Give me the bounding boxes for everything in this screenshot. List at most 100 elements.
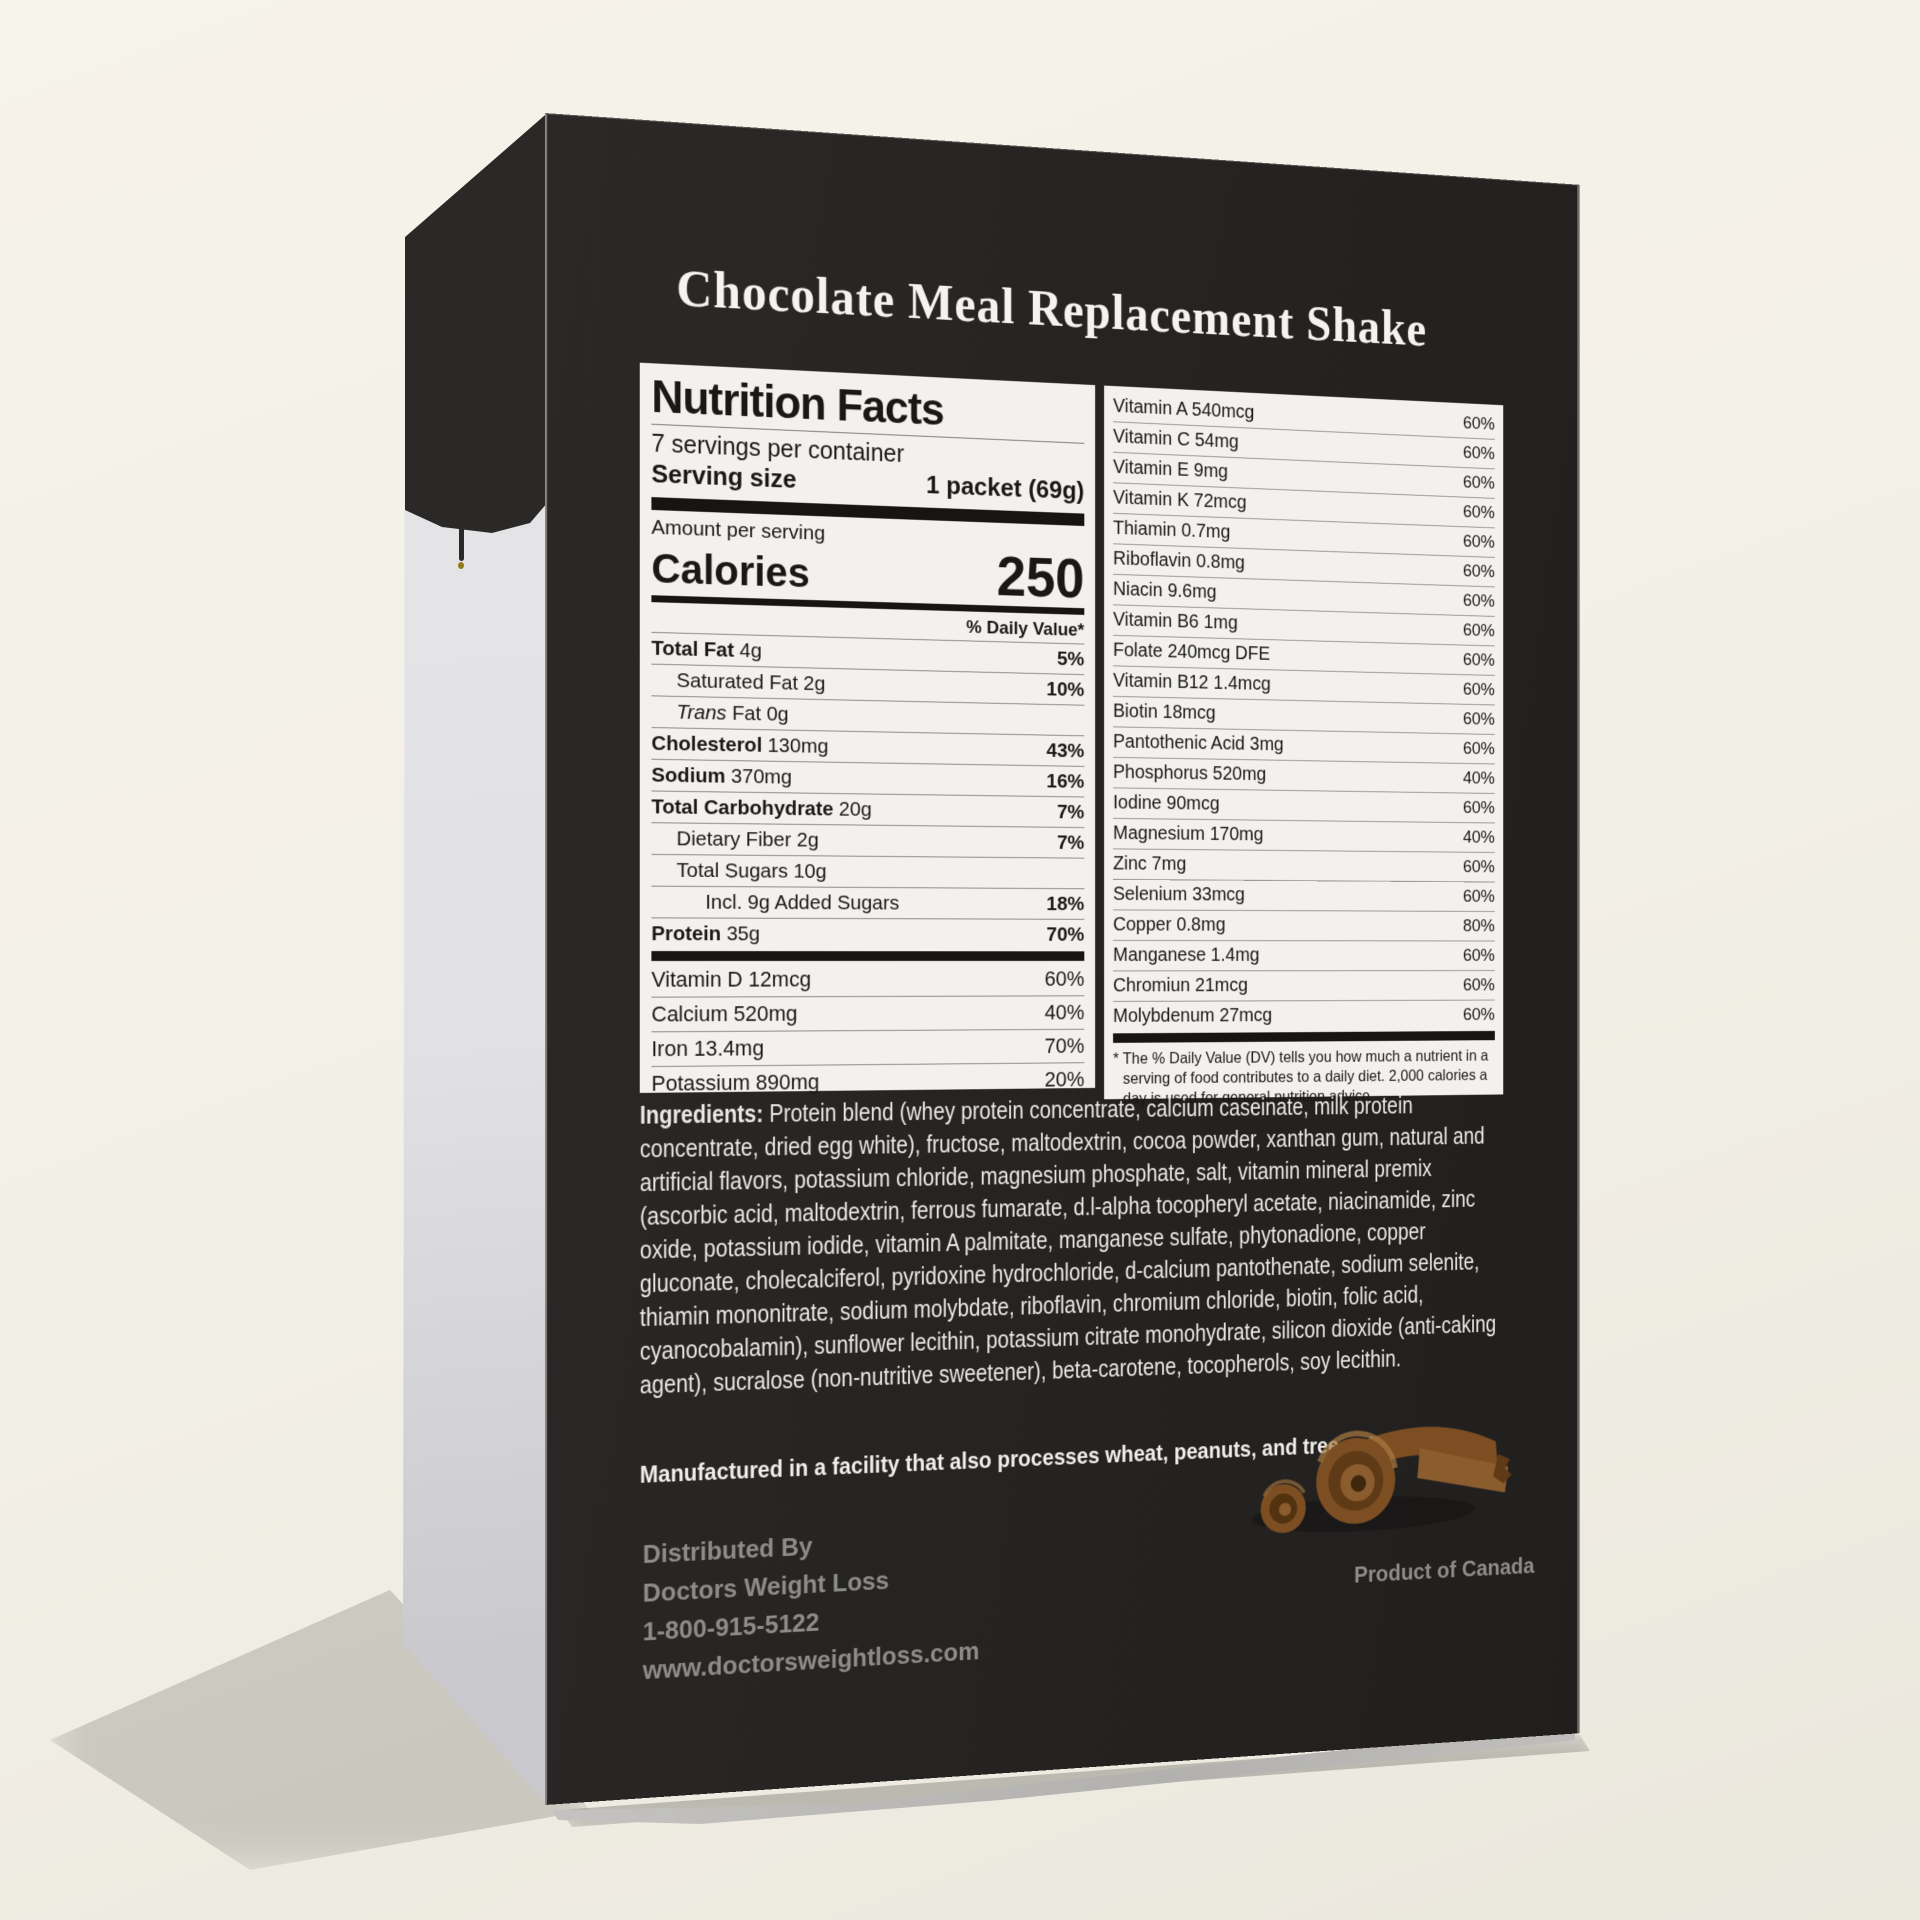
nutrient-row: Iron 13.4mg 70% <box>651 1028 1085 1067</box>
nutrient-name: Selenium 33mcg <box>1113 883 1245 906</box>
nutrient-name: Saturated Fat 2g <box>676 668 826 695</box>
nutrient-row: Total Carbohydrate 20g 7% <box>651 790 1085 828</box>
chocolate-curls-image <box>1251 1388 1512 1537</box>
nutrient-name: Chromiun 21mcg <box>1113 975 1248 997</box>
print-drip-dot <box>458 562 464 569</box>
nutrient-daily-value: 40% <box>1462 827 1495 847</box>
nutrient-daily-value: 60% <box>1462 975 1495 995</box>
nutrient-daily-value: 7% <box>1056 800 1085 823</box>
box-side-dark-wrap <box>405 115 548 533</box>
nutrient-daily-value: 40% <box>1462 768 1495 788</box>
nutrient-daily-value: 60% <box>1462 560 1495 582</box>
nutrient-daily-value: 60% <box>1462 1004 1495 1025</box>
nutrient-daily-value: 60% <box>1462 412 1495 434</box>
nutrient-daily-value: 60% <box>1462 649 1495 670</box>
nutrient-daily-value: 60% <box>1462 738 1495 759</box>
nutrient-daily-value: 7% <box>1056 831 1085 854</box>
product-origin: Product of Canada <box>1354 1553 1535 1589</box>
nutrient-name: Cholesterol 130mg <box>651 731 829 758</box>
nutrient-name: Vitamin E 9mg <box>1113 456 1229 483</box>
nutrient-row: Vitamin D 12mcg 60% <box>651 963 1084 997</box>
nutrient-daily-value: 60% <box>1044 966 1085 991</box>
thick-divider <box>1113 1030 1495 1043</box>
nutrient-name: Vitamin A 540mcg <box>1113 395 1255 424</box>
nutrient-row: Calcium 520mg 40% <box>651 995 1085 1032</box>
nutrient-name: Calcium 520mg <box>651 1001 798 1027</box>
nutrient-row: Molybdenum 27mcg 60% <box>1113 1000 1495 1031</box>
nutrient-row: Total Sugars 10g <box>651 853 1085 889</box>
print-drip <box>459 525 464 561</box>
nutrient-name: Iodine 90mcg <box>1113 792 1220 815</box>
nutrient-name: Vitamin K 72mcg <box>1113 487 1247 514</box>
nutrient-name: Protein 35g <box>651 921 760 945</box>
nutrient-row: Iodine 90mcg 60% <box>1113 788 1495 824</box>
nutrient-name: Sodium 370mg <box>651 763 793 789</box>
distributor-block: Distributed By Doctors Weight Loss 1-800… <box>643 1519 980 1690</box>
nutrient-name: Riboflavin 0.8mg <box>1113 548 1245 574</box>
calories-value: 250 <box>996 544 1085 611</box>
serving-size-label: Serving size <box>651 458 797 494</box>
serving-size-value: 1 packet (69g) <box>926 469 1085 506</box>
nutrient-name: Total Fat 4g <box>651 636 762 662</box>
nutrient-daily-value: 43% <box>1046 738 1085 762</box>
nutrient-row: Copper 0.8mg 80% <box>1113 910 1495 942</box>
nutrient-name: Total Carbohydrate 20g <box>651 794 872 821</box>
nutrient-row: Chromiun 21mcg 60% <box>1113 970 1495 1002</box>
nutrition-facts-panel-left: Nutrition Facts 7 servings per container… <box>639 362 1096 1101</box>
nutrient-row: Magnesium 170mg 40% <box>1113 818 1495 853</box>
nutrient-daily-value: 60% <box>1462 531 1495 552</box>
nutrient-name: Dietary Fiber 2g <box>676 826 819 851</box>
nutrient-daily-value: 60% <box>1462 590 1495 611</box>
nutrient-row: Selenium 33mcg 60% <box>1113 879 1495 912</box>
nutrient-name: Vitamin C 54mg <box>1113 426 1239 453</box>
nutrient-name: Total Sugars 10g <box>676 858 827 883</box>
nutrient-daily-value: 5% <box>1056 647 1085 670</box>
nutrient-daily-value: 10% <box>1046 677 1085 701</box>
ingredients-label: Ingredients: <box>639 1100 764 1130</box>
box-front-panel: Chocolate Meal Replacement Shake Nutriti… <box>545 113 1580 1805</box>
nutrient-daily-value: 40% <box>1044 1000 1085 1025</box>
nutrient-daily-value: 16% <box>1046 769 1085 793</box>
nutrient-name: Phosphorus 520mg <box>1113 761 1267 785</box>
nutrient-daily-value: 60% <box>1462 708 1495 729</box>
nutrient-name: Biotin 18mcg <box>1113 700 1216 724</box>
nutrient-daily-value: 20% <box>1044 1067 1085 1092</box>
nutrient-name: Zinc 7mg <box>1113 853 1187 875</box>
nutrient-row: Zinc 7mg 60% <box>1113 849 1495 883</box>
nutrient-daily-value: 60% <box>1462 945 1495 966</box>
nutrient-daily-value: 60% <box>1462 797 1495 818</box>
calories-label: Calories <box>651 544 810 597</box>
box-side-panel <box>403 115 548 1806</box>
nutrition-facts-panel-right: Vitamin A 540mcg 60% Vitamin C 54mg 60% Vita… <box>1104 385 1504 1108</box>
nutrient-name: Vitamin B6 1mg <box>1113 609 1238 634</box>
nutrient-name: Molybdenum 27mcg <box>1113 1005 1273 1027</box>
nutrient-name: Manganese 1.4mg <box>1113 944 1260 966</box>
nutrient-daily-value: 60% <box>1462 501 1495 523</box>
nutrient-daily-value: 60% <box>1462 472 1495 493</box>
nutrient-daily-value: 60% <box>1462 856 1495 877</box>
nutrient-name: Incl. 9g Added Sugars <box>705 890 900 914</box>
nutrient-daily-value: 60% <box>1462 679 1495 700</box>
nutrient-daily-value: 70% <box>1046 923 1085 946</box>
nutrient-daily-value: 60% <box>1462 886 1495 906</box>
nutrient-name: Trans Fat 0g <box>676 700 789 726</box>
nutrient-name: Pantothenic Acid 3mg <box>1113 731 1284 756</box>
nutrient-name: Magnesium 170mg <box>1113 822 1264 846</box>
nutrient-name: Niacin 9.6mg <box>1113 578 1217 603</box>
nutrient-row: Incl. 9g Added Sugars 18% <box>651 885 1085 919</box>
thick-divider <box>651 951 1085 961</box>
nutrient-daily-value: 60% <box>1462 442 1495 464</box>
nutrient-name: Potassium 890mg <box>651 1069 820 1096</box>
ingredients-paragraph: Ingredients: Protein blend (whey protein… <box>640 1089 1501 1403</box>
vitamin-rows: Vitamin A 540mcg 60% Vitamin C 54mg 60% Vita… <box>1113 391 1495 1032</box>
calories-row: Calories 250 <box>651 540 1085 611</box>
nutrient-rows: Total Fat 4g 5% Saturated Fat 2g 10% Trans F… <box>651 631 1085 950</box>
mineral-rows: Vitamin D 12mcg 60% Calcium 520mg 40% Iron 1… <box>651 963 1085 1101</box>
product-title: Chocolate Meal Replacement Shake <box>676 260 1427 357</box>
nutrient-daily-value: 18% <box>1046 892 1085 915</box>
ingredients-text: Protein blend (whey protein concentrate,… <box>639 1092 1497 1400</box>
nutrient-row: Dietary Fiber 2g 7% <box>651 822 1085 858</box>
nutrient-row: Protein 35g 70% <box>651 917 1085 950</box>
nutrient-daily-value: 60% <box>1462 620 1495 641</box>
